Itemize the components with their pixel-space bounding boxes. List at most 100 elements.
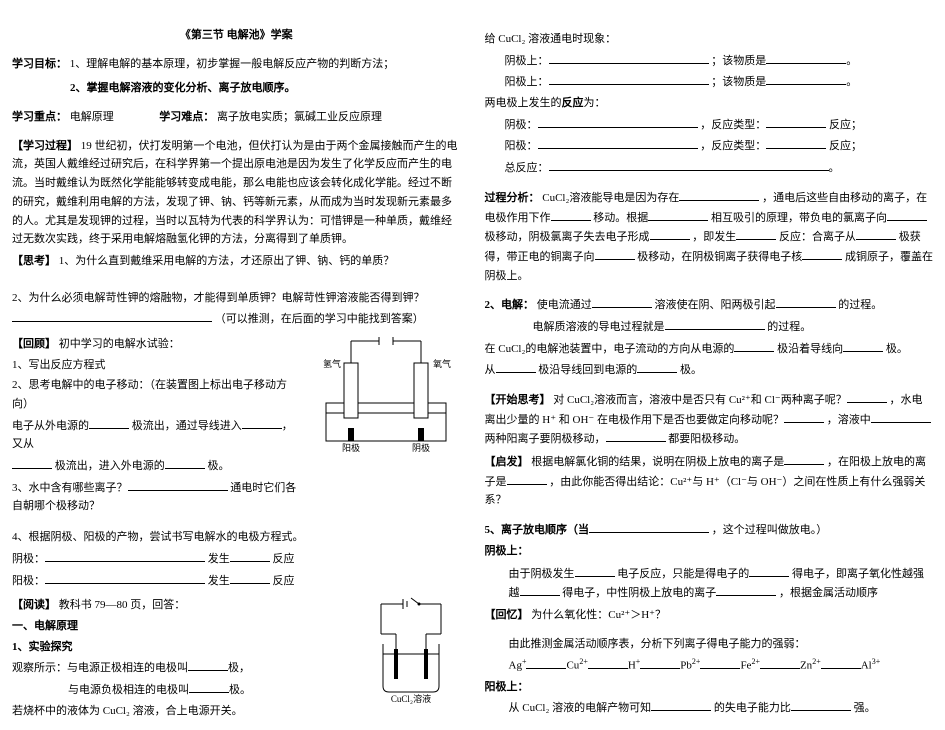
blank <box>128 478 228 491</box>
focus-text: 电解原理 <box>70 111 114 123</box>
r-cathode2: 阴极： ，反应类型： 反应； <box>485 115 934 135</box>
q2-line-a: 2、为什么必须电解苛性钾的熔融物，才能得到单质钾？电解苛性钾溶液能否得到钾？ <box>12 289 461 308</box>
review-text-block: 【回顾】 初中学习的电解水试验： 1、写出反应方程式 2、思考电解中的电子移动：… <box>12 333 301 518</box>
ac: 强。 <box>854 702 876 714</box>
recall-q: 为什么氧化性：Cu²⁺＞H⁺？ <box>531 609 666 621</box>
blank <box>89 416 129 429</box>
fig2-caption: CuCl₂溶液 <box>390 693 430 704</box>
exp-b: 与电源负极相连的电极叫极。 <box>12 680 351 700</box>
ef: 极沿着导线向 <box>777 343 843 355</box>
blank <box>640 656 680 669</box>
review-label: 【回顾】 <box>12 338 56 350</box>
focus-label: 学习重点： <box>12 111 67 123</box>
ra-prod: ；该物质是 <box>711 76 766 88</box>
inspire: 【启发】 根据电解氯化铜的结果，说明在阴极上放电的离子是 ，在阳极上放电的离子是… <box>485 452 934 510</box>
ra2: 阳极： <box>505 140 538 152</box>
anode-text: 从 CuCl₂ 溶液的电解产物可知 的失电子能力比 强。 <box>485 698 934 718</box>
beaker-circuit-icon: CuCl₂溶液 <box>361 594 461 704</box>
rc-lbl: 阴极上： <box>505 55 549 67</box>
blank <box>648 208 708 221</box>
cathode-label: 阴极 <box>411 442 429 453</box>
learning-goal-2: 2、掌握电解溶液的变化分析、离子放电顺序。 <box>12 79 461 98</box>
pd: 相互吸引的原理，带负电的氯离子向 <box>711 212 887 224</box>
review-i3: 3、水中含有哪些离子？ 通电时它们各自朝哪个极移动？ <box>12 478 301 516</box>
exp-label: 1、实验探究 <box>12 638 351 657</box>
blank <box>637 360 677 373</box>
beaker-icon: 阳极 阴极 氢气 氧气 <box>311 333 461 453</box>
cb: 电子反应，只能是得电子的 <box>617 568 749 580</box>
difficulty-label: 学习难点： <box>159 111 214 123</box>
blank <box>716 583 776 596</box>
r-anode: 阳极上： ；该物质是。 <box>485 72 934 92</box>
blank <box>887 208 927 221</box>
cathode-lbl: 阴极： <box>12 553 45 565</box>
blank <box>766 115 826 128</box>
eh: 从 <box>485 364 496 376</box>
elec-flow2: 从 极沿导线回到电源的 极。 <box>485 360 934 380</box>
r-rxn-header: 两电极上发生的反应为： <box>485 94 934 113</box>
r-total: 总反应：。 <box>485 158 934 178</box>
blank <box>242 416 282 429</box>
blank <box>856 227 896 240</box>
elec-def: 2、电解： 使电流通过 溶液使在阴、阳两极引起 的过程。 <box>485 295 934 315</box>
proc-label: 过程分析： <box>485 192 540 204</box>
q2-text-b: （可以推测，在后面的学习中能找到答案） <box>215 313 424 325</box>
q4-cathode: 阴极： 发生 反应 <box>12 549 461 569</box>
oc: ，溶液中 <box>827 414 871 426</box>
blank <box>802 247 842 260</box>
rt: 总反应： <box>505 162 549 174</box>
ed: 电解质溶液的导电过程就是 <box>533 321 665 333</box>
think-label: 【思考】 <box>12 255 56 267</box>
anode-head: 阳极上： <box>485 678 934 697</box>
recall: 【回忆】 为什么氧化性：Cu²⁺＞H⁺？ <box>485 606 934 625</box>
rc-prod: ；该物质是 <box>711 55 766 67</box>
process-label: 【学习过程】 <box>12 140 78 152</box>
blank <box>165 456 205 469</box>
blank <box>551 208 591 221</box>
ej: 极。 <box>680 364 702 376</box>
blank <box>651 698 711 711</box>
goal-label: 学习目标： <box>12 58 67 70</box>
q2-line-b: （可以推测，在后面的学习中能找到答案） <box>12 309 461 329</box>
gas-h-label: 氢气 <box>323 358 341 369</box>
blank <box>549 158 829 171</box>
gas-o-label: 氧气 <box>433 358 451 369</box>
od: 两种阳离子要阴极移动， <box>485 433 606 445</box>
blank <box>496 360 536 373</box>
blank <box>606 429 666 442</box>
i3a: 3、水中含有哪些离子？ <box>12 482 128 494</box>
blank <box>507 472 547 485</box>
open-label: 【开始思考】 <box>485 394 551 406</box>
blank <box>549 72 709 85</box>
blank <box>12 456 52 469</box>
rs2: ，反应类型： <box>700 140 766 152</box>
ec: 的过程。 <box>838 299 882 311</box>
ic: ，由此你能否得出结论：Cu²⁺与 H⁺（Cl⁻与 OH⁻）之间在性质上有什么强弱… <box>485 476 926 507</box>
r-header: 给 CuCl₂ 溶液通电时现象： <box>485 30 934 49</box>
blank <box>45 549 205 562</box>
ec2: 的过程。 <box>767 321 811 333</box>
review-title: 初中学习的电解水试验： <box>59 338 180 350</box>
aa: 从 CuCl₂ 溶液的电解产物可知 <box>509 702 652 714</box>
cd: 得电子，中性阴极上放电的离子 <box>562 587 716 599</box>
oa: 对 CuCl₂溶液而言，溶液中是否只有 Cu²⁺和 Cl⁻两种离子呢？ <box>553 394 846 406</box>
blank <box>791 698 851 711</box>
ce: ，根据金属活动顺序 <box>779 587 878 599</box>
rank-a: 由此推测金属活动顺序表，分析下列离子得电子能力的强弱： <box>485 635 934 654</box>
pe: 极移动，阴极氯离子失去电子形成 <box>485 231 650 243</box>
blank <box>843 339 883 352</box>
recall-label: 【回忆】 <box>485 609 529 621</box>
pg: 反应：合离子从 <box>779 231 856 243</box>
blank <box>665 317 765 330</box>
pf: ，即发生 <box>692 231 736 243</box>
blank <box>847 390 887 403</box>
learning-goal-1: 学习目标： 1、理解电解的基本原理，初步掌握一般电解反应产物的判断方法； <box>12 55 461 74</box>
section-5: 5、离子放电顺序（当 ，这个过程叫做放电。） <box>485 520 934 540</box>
blank <box>766 136 826 149</box>
fs: 发生 <box>208 553 230 565</box>
blank <box>650 227 690 240</box>
blank <box>679 188 759 201</box>
blank <box>784 410 824 423</box>
anode-lbl: 阳极： <box>12 575 45 587</box>
blank <box>189 680 229 693</box>
